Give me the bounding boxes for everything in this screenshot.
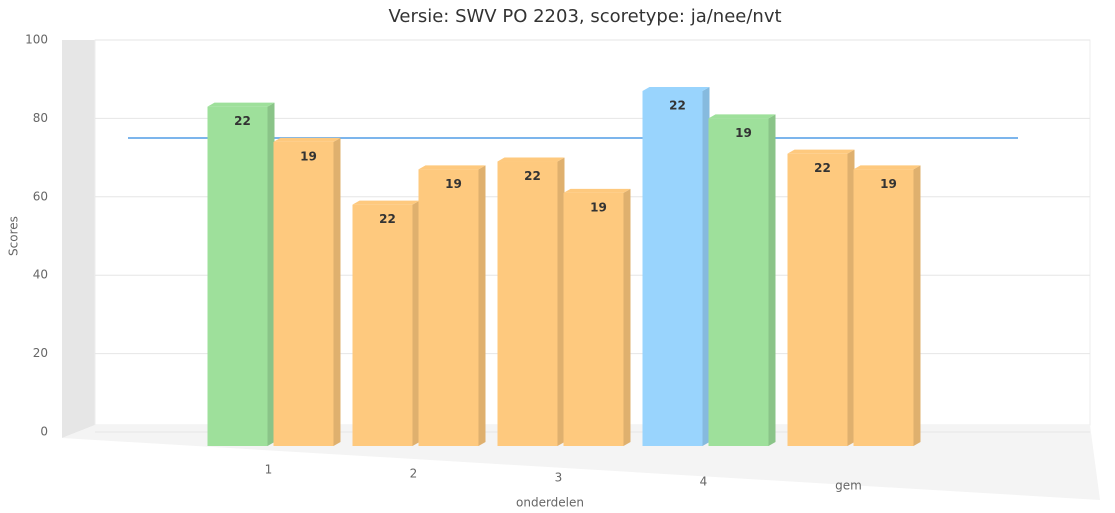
data-label: 22 [814, 161, 831, 175]
x-axis-title: onderdelen [516, 496, 584, 510]
bar [708, 118, 769, 447]
y-tick-label: 60 [33, 189, 48, 203]
bar-side-shade [768, 114, 776, 447]
y-tick-label: 100 [25, 33, 48, 47]
y-tick-label: 20 [33, 346, 48, 360]
bar-side [557, 157, 565, 446]
data-label: 19 [590, 200, 607, 214]
bar [273, 141, 334, 447]
bar-side-shade [333, 137, 341, 447]
bar-side [412, 200, 420, 446]
data-label: 22 [669, 98, 686, 112]
data-label: 19 [300, 149, 317, 163]
bar-side-shade [412, 200, 420, 446]
data-label: 22 [379, 212, 396, 226]
y-tick-label: 0 [40, 425, 48, 439]
bar-top [497, 157, 565, 162]
bar [853, 169, 914, 447]
x-tick-label: 2 [410, 467, 418, 481]
data-label: 19 [445, 177, 462, 191]
bar-side-shade [847, 149, 855, 446]
bar-side [768, 114, 776, 447]
bar-side [333, 137, 341, 447]
data-label: 22 [234, 114, 251, 128]
x-tick-label: 1 [265, 463, 273, 477]
bar-top [853, 165, 921, 170]
y-axis-title: Scores [7, 216, 21, 256]
bar [418, 169, 479, 447]
x-tick-label: 4 [700, 475, 708, 489]
bar-top [708, 114, 776, 119]
bar-side-shade [478, 165, 486, 447]
bar [352, 204, 413, 446]
bar-side-shade [913, 165, 921, 447]
x-tick-label: gem [835, 479, 862, 493]
bar [497, 161, 558, 446]
data-label: 19 [735, 126, 752, 140]
bar-top [207, 102, 275, 107]
bar-top [787, 149, 855, 154]
chart-title: Versie: SWV PO 2203, scoretype: ja/nee/n… [388, 6, 781, 27]
bar-side [623, 188, 631, 446]
bar-top [352, 200, 420, 205]
y-tick-label: 80 [33, 111, 48, 125]
bar-top [563, 188, 631, 193]
bar-side-shade [702, 86, 710, 447]
bar [787, 153, 848, 446]
y-tick-label: 40 [33, 268, 48, 282]
data-label: 19 [880, 177, 897, 191]
bar [207, 106, 268, 446]
bar-side [478, 165, 486, 447]
bar [642, 90, 703, 447]
bar-side [847, 149, 855, 446]
bar-side [702, 86, 710, 447]
bar-side [913, 165, 921, 447]
bar-side-shade [267, 102, 275, 446]
bar-side [267, 102, 275, 446]
data-label: 22 [524, 169, 541, 183]
bar-top [273, 137, 341, 142]
bar [563, 192, 624, 446]
x-tick-label: 3 [555, 471, 563, 485]
bar-top [642, 86, 710, 91]
bar-side-shade [623, 188, 631, 446]
bar-top [418, 165, 486, 170]
bar-side-shade [557, 157, 565, 446]
side-wall [62, 40, 95, 438]
